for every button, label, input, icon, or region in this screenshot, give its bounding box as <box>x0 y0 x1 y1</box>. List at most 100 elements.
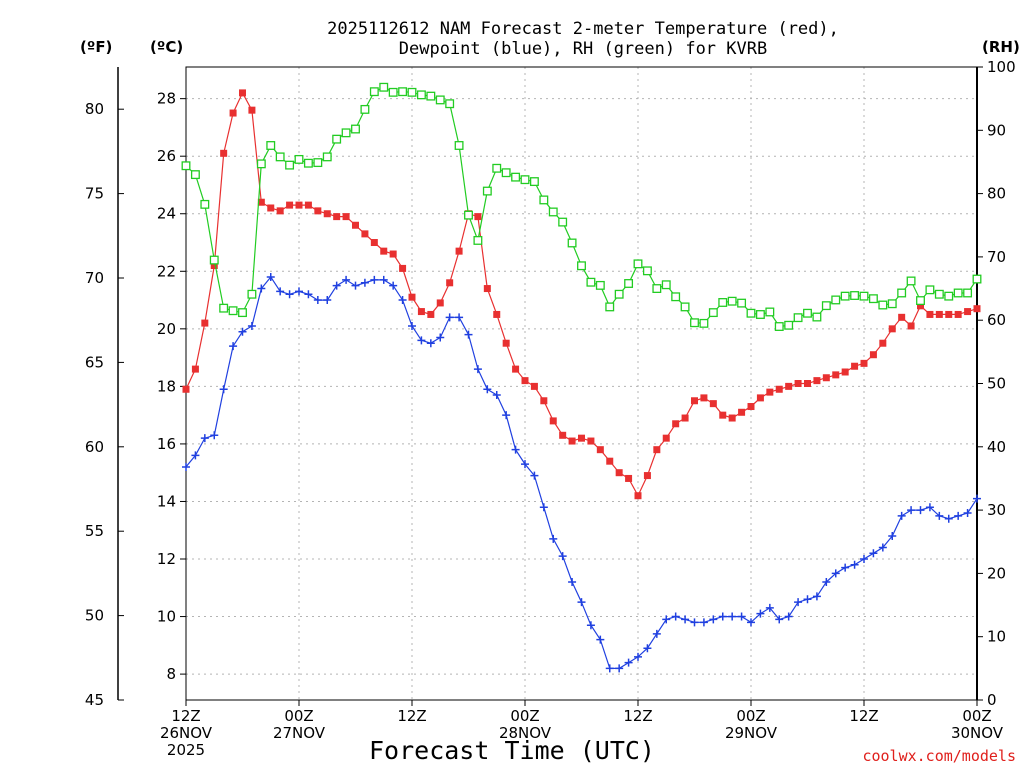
rh-point <box>539 195 549 205</box>
celsius-tick-label: 20 <box>157 320 176 338</box>
rh-point <box>577 261 586 271</box>
dewpoint-point <box>605 664 614 673</box>
dewpoint-point <box>455 313 464 322</box>
dewpoint-point <box>483 385 492 394</box>
dewpoint-point <box>888 531 897 540</box>
rh-point <box>708 308 718 318</box>
rh-point <box>247 289 257 299</box>
time-tick-label: 12Z <box>849 707 878 725</box>
rh-point <box>219 303 229 313</box>
time-tick-label: 00Z <box>962 707 991 725</box>
temperature-point <box>794 380 802 387</box>
fahrenheit-tick-label: 70 <box>85 269 104 287</box>
rh-point <box>294 154 304 164</box>
temperature-point <box>775 385 783 393</box>
temperature-point <box>841 368 849 376</box>
temperature-point <box>295 201 303 209</box>
dewpoint-point <box>756 609 765 618</box>
temperature-point <box>766 388 774 396</box>
time-tick-label: 29NOV <box>725 724 778 742</box>
rh-point <box>727 296 737 306</box>
dewpoint-point <box>445 313 454 322</box>
rh-point <box>680 302 690 312</box>
dewpoint-point <box>417 336 426 345</box>
rh-tick-label: 90 <box>987 121 1006 139</box>
temperature-point <box>502 339 510 347</box>
dewpoint-point <box>323 296 332 305</box>
dewpoint-point <box>502 411 511 420</box>
chart-title-line-1: 2025112612 NAM Forecast 2-meter Temperat… <box>327 19 839 39</box>
rh-point <box>906 276 916 286</box>
dewpoint-point <box>247 321 256 330</box>
temperature-point <box>691 397 698 405</box>
temperature-point <box>917 302 924 310</box>
dewpoint-point <box>831 569 840 578</box>
rh-point <box>351 124 360 134</box>
rh-point <box>464 210 473 220</box>
rh-point <box>435 95 445 105</box>
rh-point <box>360 104 370 114</box>
time-tick-label: 12Z <box>171 707 200 725</box>
dewpoint-point <box>775 615 784 624</box>
temperature-point <box>709 400 717 408</box>
rh-point <box>529 177 539 187</box>
dewpoint-point <box>370 275 379 284</box>
temperature-point <box>728 414 736 422</box>
temperature-point <box>804 380 811 387</box>
fahrenheit-unit-label: (ºF) <box>80 38 112 56</box>
rh-point <box>398 87 408 97</box>
temperature-point <box>926 310 934 318</box>
rh-point <box>868 294 878 304</box>
fahrenheit-axis-ticks: 45 50 55 60 65 70 75 80 <box>85 100 124 709</box>
rh-point <box>803 308 812 318</box>
dewpoint-point <box>586 621 595 630</box>
dewpoint-point <box>200 434 209 443</box>
dewpoint-point <box>747 618 755 627</box>
temperature-point <box>257 198 265 206</box>
celsius-tick-label: 24 <box>157 205 176 223</box>
temperature-point <box>587 437 595 445</box>
rh-axis-ticks: 0 10 20 30 40 50 60 70 80 90 100 <box>977 58 1016 709</box>
temperature-point <box>568 437 576 445</box>
dewpoint-point <box>878 543 887 552</box>
dewpoint-point <box>784 612 793 621</box>
rh-tick-label: 10 <box>987 628 1006 646</box>
temperature-point <box>822 374 830 382</box>
dewpoint-point <box>963 508 972 517</box>
time-tick-label: 30NOV <box>951 724 1004 742</box>
dewpoint-point <box>238 327 247 336</box>
series-temperature <box>182 89 981 500</box>
temperature-point <box>700 394 708 402</box>
rh-point <box>953 288 963 298</box>
dewpoint-point <box>182 462 190 471</box>
time-tick-label: 00Z <box>510 707 539 725</box>
temperature-point <box>662 434 670 442</box>
temperature-point <box>851 362 859 370</box>
rh-point <box>887 299 897 309</box>
time-tick-label: 28NOV <box>499 724 552 742</box>
temperature-point <box>417 308 425 316</box>
fahrenheit-tick-label: 80 <box>85 100 104 118</box>
celsius-tick-label: 28 <box>157 90 176 108</box>
rh-tick-label: 0 <box>987 691 997 709</box>
rh-point <box>407 87 417 97</box>
dewpoint-point <box>342 275 351 284</box>
dewpoint-point <box>549 534 558 543</box>
rh-point <box>916 296 925 306</box>
dewpoint-point <box>257 284 266 293</box>
temperature-point <box>521 377 529 385</box>
dewpoint-point <box>794 598 803 607</box>
temperature-point <box>239 89 246 97</box>
dewpoint-point <box>935 511 944 520</box>
dewpoint-point <box>596 635 605 644</box>
celsius-tick-label: 10 <box>157 608 176 626</box>
temperature-point <box>399 264 407 272</box>
rh-point <box>614 289 624 299</box>
time-tick-label: 26NOV <box>160 724 213 742</box>
rh-point <box>341 128 351 138</box>
rh-tick-label: 80 <box>987 185 1006 203</box>
temperature-point <box>672 420 680 428</box>
dewpoint-point <box>860 555 868 564</box>
temperature-point <box>954 310 962 318</box>
rh-point <box>972 274 982 284</box>
